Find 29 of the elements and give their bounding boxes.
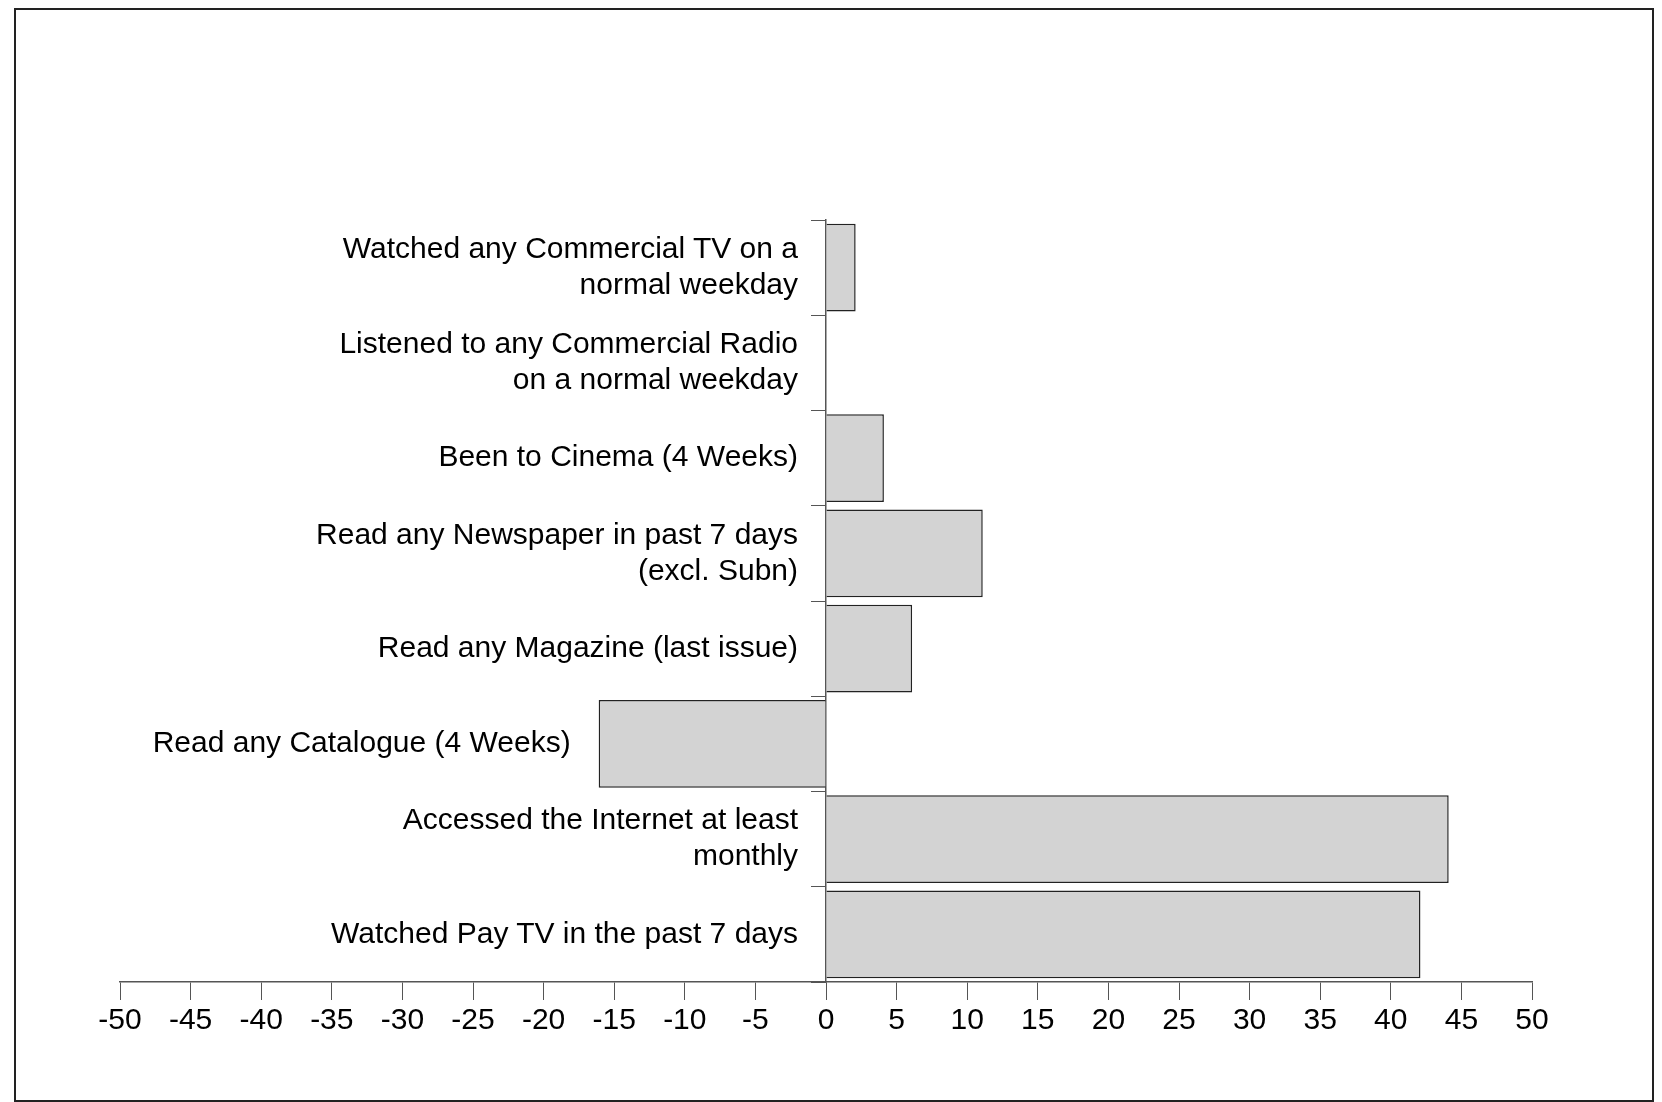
x-tick-label: 10 <box>950 1002 984 1036</box>
x-tick-label: -40 <box>239 1002 283 1036</box>
x-tick-label: -5 <box>742 1002 769 1036</box>
x-tick-label: 25 <box>1162 1002 1196 1036</box>
y-tick-label: Listened to any Commercial Radio on a normal weekday <box>339 326 798 396</box>
x-tick-label: 45 <box>1444 1002 1479 1036</box>
x-tick-label: 30 <box>1232 1002 1267 1036</box>
y-tick-label: Accessed the Internet at least monthly <box>402 802 799 872</box>
x-tick-label: -25 <box>451 1002 495 1036</box>
x-tick-label: -30 <box>380 1002 425 1036</box>
x-tick-label: 0 <box>817 1002 835 1036</box>
x-tick-label: -15 <box>592 1002 636 1036</box>
x-tick-label: 20 <box>1091 1002 1126 1036</box>
x-tick-label: -45 <box>168 1002 213 1036</box>
x-tick-label: 5 <box>888 1002 905 1036</box>
x-tick-label: -50 <box>98 1002 142 1036</box>
x-tick-label: 35 <box>1303 1002 1337 1036</box>
x-tick-label: 40 <box>1374 1002 1408 1036</box>
y-tick-label: Been to Cinema (4 Weeks) <box>438 439 798 473</box>
y-tick-label: Watched any Commercial TV on a normal weekday <box>342 230 799 300</box>
y-tick-label: Watched Pay TV in the past 7 days <box>331 915 798 949</box>
x-tick-label: -20 <box>521 1002 566 1036</box>
y-tick-label: Read any Newspaper in past 7 days (excl. Subn) <box>316 516 798 586</box>
x-tick-label: 15 <box>1021 1002 1055 1036</box>
x-tick-label: -10 <box>663 1002 707 1036</box>
x-tick-label: 50 <box>1515 1002 1549 1036</box>
y-tick-label: Read any Magazine (last issue) <box>377 629 798 663</box>
y-tick-label: Read any Catalogue (4 Weeks) <box>152 725 571 759</box>
x-tick-label: -35 <box>310 1002 354 1036</box>
